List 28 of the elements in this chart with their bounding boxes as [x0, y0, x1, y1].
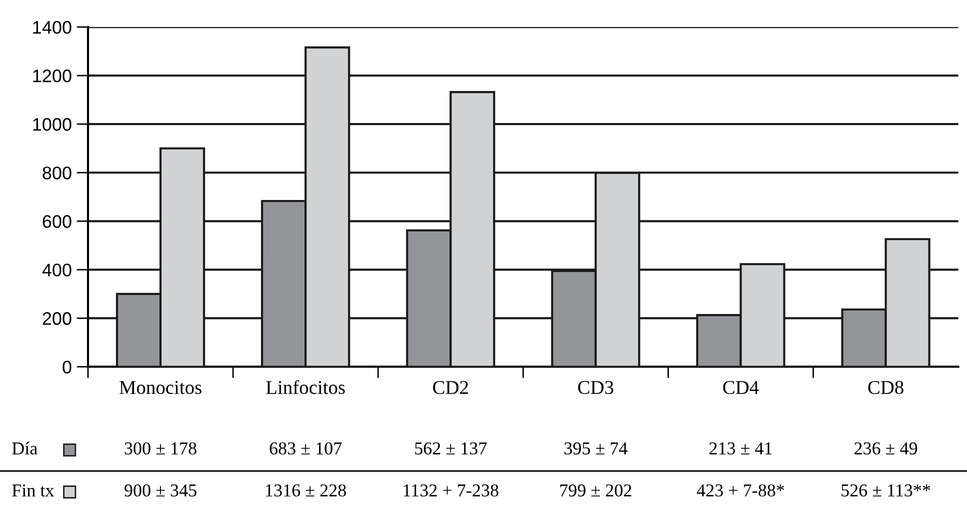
y-tick-label: 200	[42, 312, 72, 325]
x-tick-label: Monocitos	[119, 380, 202, 394]
data-label: 213 ± 41	[709, 442, 772, 455]
legend-label: Fin tx	[12, 484, 54, 497]
data-label: 395 ± 74	[564, 442, 628, 455]
y-tick-label: 400	[42, 264, 72, 276]
data-label: 562 ± 137	[415, 442, 487, 455]
x-tick-label: CD4	[723, 380, 759, 394]
y-tick-label: 1200	[33, 69, 72, 82]
x-tick-label: CD3	[578, 380, 614, 394]
x-tick-label: Linfocitos	[266, 380, 345, 394]
data-label: 300 ± 178	[124, 442, 196, 455]
data-label: 423 + 7-88*	[696, 484, 784, 497]
data-label: 236 ± 49	[854, 442, 918, 455]
y-tick-label: 1000	[33, 118, 72, 131]
data-label: 1316 ± 228	[266, 484, 346, 497]
data-label: 799 ± 202	[560, 484, 632, 497]
data-label: 1132 + 7-238	[404, 484, 498, 497]
data-label: 526 ± 113**	[842, 484, 930, 497]
x-tick-label: CD2	[433, 380, 468, 394]
data-label: 683 ± 107	[270, 442, 342, 455]
y-tick-label: 1400	[33, 20, 72, 34]
y-tick-label: 600	[42, 215, 72, 228]
y-tick-label: 0	[62, 360, 72, 374]
x-tick-label: CD8	[868, 380, 904, 394]
y-tick-label: 800	[42, 166, 72, 180]
legend-label: Día	[12, 442, 38, 455]
data-label: 900 ± 345	[124, 484, 196, 497]
